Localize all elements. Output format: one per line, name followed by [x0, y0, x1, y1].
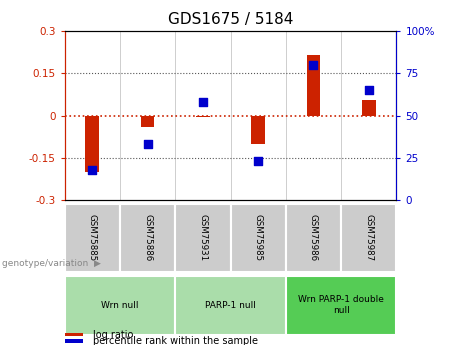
Bar: [362, 100, 376, 116]
Bar: [286, 276, 396, 335]
Text: Wrn null: Wrn null: [101, 300, 139, 310]
Bar: [286, 204, 341, 272]
Text: log ratio: log ratio: [93, 329, 133, 339]
Point: [199, 99, 207, 105]
Text: GSM75931: GSM75931: [198, 214, 207, 261]
Bar: [175, 204, 230, 272]
Bar: [65, 204, 120, 272]
Text: GSM75986: GSM75986: [309, 214, 318, 261]
Text: genotype/variation  ▶: genotype/variation ▶: [2, 259, 101, 268]
Text: GSM75987: GSM75987: [364, 214, 373, 261]
Point: [365, 87, 372, 93]
Text: GSM75886: GSM75886: [143, 214, 152, 261]
Text: GSM75985: GSM75985: [254, 214, 263, 261]
Bar: [230, 204, 286, 272]
Title: GDS1675 / 5184: GDS1675 / 5184: [168, 12, 293, 27]
Bar: [175, 276, 286, 335]
Bar: [65, 333, 83, 336]
Bar: [341, 204, 396, 272]
Bar: [65, 339, 83, 343]
Bar: [85, 116, 99, 172]
Point: [89, 167, 96, 172]
Bar: [141, 116, 154, 127]
Bar: [65, 276, 175, 335]
Bar: [196, 116, 210, 117]
Bar: [251, 116, 265, 144]
Text: percentile rank within the sample: percentile rank within the sample: [93, 336, 258, 345]
Text: GSM75885: GSM75885: [88, 214, 97, 261]
Bar: [307, 55, 320, 116]
Point: [254, 158, 262, 164]
Point: [144, 141, 151, 147]
Text: Wrn PARP-1 double
null: Wrn PARP-1 double null: [298, 295, 384, 315]
Point: [310, 62, 317, 68]
Text: PARP-1 null: PARP-1 null: [205, 300, 256, 310]
Bar: [120, 204, 175, 272]
